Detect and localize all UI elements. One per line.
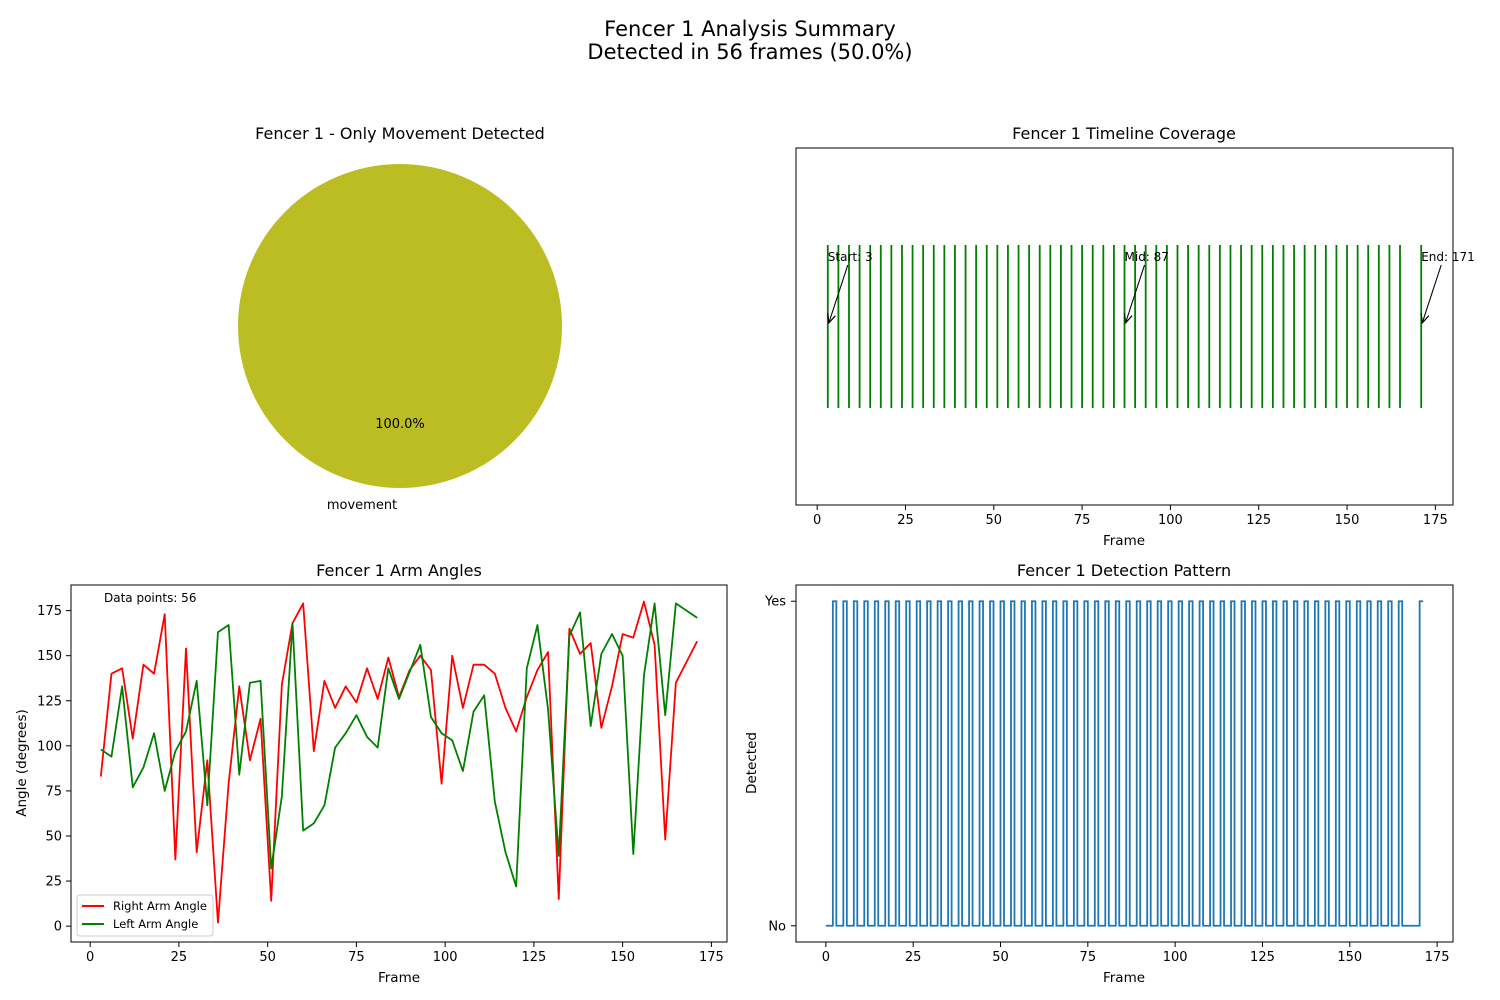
arm-angles-xtick-label: 125: [521, 950, 546, 965]
pie-chart-title: Fencer 1 - Only Movement Detected: [255, 124, 545, 143]
timeline-xtick-label: 175: [1423, 513, 1448, 528]
arm-angles-y-ticks: 0 25 50 75 100 125 150 175: [37, 604, 71, 935]
detection-pattern-panel: Fencer 1 Detection Pattern 0 25 50 75 100 125…: [744, 561, 1454, 986]
pie-slice-movement: [238, 164, 562, 488]
detection-y-ticks: No Yes: [764, 595, 796, 934]
detection-xtick-label: 175: [1425, 950, 1450, 965]
arm-angles-ytick-label: 50: [45, 829, 62, 844]
detection-axes-frame: [795, 584, 1454, 943]
pie-slice-percent-label: 100.0%: [375, 417, 425, 432]
timeline-xtick-label: 0: [813, 513, 821, 528]
detection-step-line: [825, 600, 1424, 927]
arm-angle-lines: [99, 600, 698, 924]
detection-xtick-label: 50: [992, 950, 1009, 965]
detection-xtick-label: 125: [1250, 950, 1275, 965]
timeline-axes-frame: [795, 147, 1454, 506]
arm-angles-xtick-label: 50: [259, 950, 276, 965]
arm-angles-legend: Right Arm Angle Left Arm Angle: [76, 894, 214, 937]
figure-title-line2: Detected in 56 frames (50.0%): [587, 40, 912, 64]
arm-angles-ytick-label: 75: [45, 784, 62, 799]
legend-label-left-arm: Left Arm Angle: [113, 917, 198, 931]
arm-angles-ytick-label: 25: [45, 875, 62, 890]
pie-chart-panel: Fencer 1 - Only Movement Detected 100.0%…: [238, 124, 562, 513]
timeline-annotation-arrow: [1126, 264, 1146, 323]
timeline-annotation-label: Mid: 87: [1125, 250, 1169, 264]
detection-x-axis-label: Frame: [1103, 970, 1145, 986]
arm-angles-ytick-label: 125: [37, 694, 62, 709]
arm-angles-xtick-label: 0: [86, 950, 94, 965]
arm-angles-xtick-label: 75: [348, 950, 365, 965]
timeline-annotation-arrow: [1422, 264, 1442, 323]
legend-label-right-arm: Right Arm Angle: [113, 899, 207, 913]
arm-angles-ytick-label: 150: [37, 649, 62, 664]
timeline-title: Fencer 1 Timeline Coverage: [1012, 124, 1236, 143]
timeline-x-axis-label: Frame: [1103, 533, 1145, 549]
detection-ytick-label: Yes: [764, 595, 786, 610]
timeline-annotation-label: Start: 3: [828, 250, 873, 264]
series-line-1: [100, 602, 698, 888]
figure-title-line1: Fencer 1 Analysis Summary: [604, 17, 896, 41]
timeline-annotation-label: End: 171: [1421, 250, 1475, 264]
detection-xtick-label: 25: [905, 950, 922, 965]
timeline-xtick-label: 50: [986, 513, 1003, 528]
timeline-xtick-label: 100: [1158, 513, 1183, 528]
pie-slice-label: movement: [327, 498, 397, 513]
arm-angles-xtick-label: 100: [433, 950, 458, 965]
arm-angles-x-axis-label: Frame: [378, 970, 420, 986]
timeline-xtick-label: 75: [1074, 513, 1091, 528]
timeline-coverage-panel: Fencer 1 Timeline Coverage Start: 3 Mid: …: [795, 124, 1475, 549]
arm-angles-ytick-label: 175: [37, 604, 62, 619]
timeline-annotation-arrow: [829, 264, 849, 323]
arm-angles-xtick-label: 150: [610, 950, 635, 965]
timeline-events: [826, 245, 1423, 408]
detection-xtick-label: 0: [822, 950, 830, 965]
timeline-xtick-label: 150: [1335, 513, 1360, 528]
detection-xtick-label: 100: [1163, 950, 1188, 965]
detection-x-ticks: 0 25 50 75 100 125 150 175: [822, 942, 1450, 965]
timeline-xtick-label: 125: [1246, 513, 1271, 528]
arm-angles-panel: Fencer 1 Arm Angles 0 25 50 75 100 125 150 175 …: [14, 561, 728, 986]
data-points-annotation: Data points: 56: [104, 591, 196, 605]
arm-angles-xtick-label: 175: [699, 950, 724, 965]
timeline-annotations: Start: 3 Mid: 87 End: 171: [828, 250, 1475, 323]
detection-y-axis-label: Detected: [744, 732, 760, 794]
arm-angles-ytick-label: 100: [37, 739, 62, 754]
arm-angles-ytick-label: 0: [54, 920, 62, 935]
arm-angles-y-axis-label: Angle (degrees): [14, 709, 30, 817]
timeline-xtick-label: 25: [897, 513, 914, 528]
arm-angles-xtick-label: 25: [171, 950, 188, 965]
arm-angles-axes-frame: [70, 584, 728, 943]
arm-angles-title: Fencer 1 Arm Angles: [316, 561, 482, 580]
detection-ytick-label: No: [768, 919, 786, 934]
timeline-x-ticks: 0 25 50 75 100 125 150 175: [813, 505, 1448, 528]
arm-angles-x-ticks: 0 25 50 75 100 125 150 175: [86, 942, 724, 965]
detection-xtick-label: 150: [1337, 950, 1362, 965]
series-line-0: [99, 600, 698, 924]
legend-box: [76, 894, 214, 937]
detection-xtick-label: 75: [1080, 950, 1097, 965]
detection-pattern-title: Fencer 1 Detection Pattern: [1017, 561, 1231, 580]
